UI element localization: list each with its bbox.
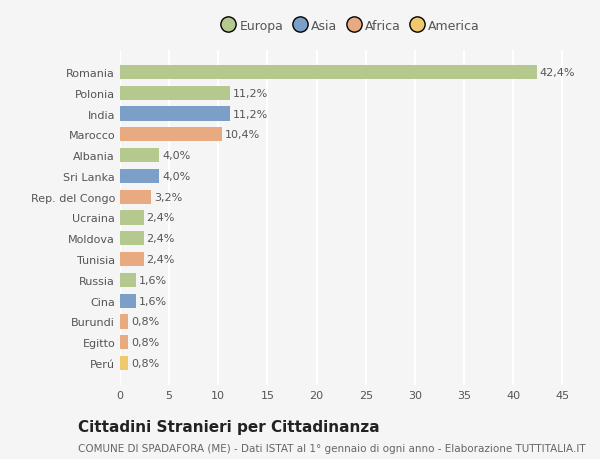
Bar [120,169,160,184]
Bar [120,336,128,350]
Text: 3,2%: 3,2% [154,192,182,202]
Bar [120,273,136,287]
Bar [120,149,160,163]
Text: 1,6%: 1,6% [139,275,167,285]
Bar [120,232,143,246]
Bar [120,211,143,225]
Text: 10,4%: 10,4% [225,130,260,140]
Text: COMUNE DI SPADAFORA (ME) - Dati ISTAT al 1° gennaio di ogni anno - Elaborazione : COMUNE DI SPADAFORA (ME) - Dati ISTAT al… [78,443,586,453]
Text: 0,8%: 0,8% [131,358,159,368]
Bar [120,66,537,80]
Text: 1,6%: 1,6% [139,296,167,306]
Text: 4,0%: 4,0% [162,151,191,161]
Text: 0,8%: 0,8% [131,337,159,347]
Text: 0,8%: 0,8% [131,317,159,327]
Text: 4,0%: 4,0% [162,172,191,181]
Text: 2,4%: 2,4% [146,234,175,244]
Legend: Europa, Asia, Africa, America: Europa, Asia, Africa, America [218,17,484,37]
Text: 2,4%: 2,4% [146,255,175,264]
Bar [120,190,151,204]
Bar [120,86,230,101]
Bar [120,356,128,370]
Text: 11,2%: 11,2% [233,109,268,119]
Bar [120,128,222,142]
Text: 2,4%: 2,4% [146,213,175,223]
Bar [120,294,136,308]
Bar [120,315,128,329]
Bar [120,107,230,121]
Text: 11,2%: 11,2% [233,89,268,99]
Text: Cittadini Stranieri per Cittadinanza: Cittadini Stranieri per Cittadinanza [78,419,380,434]
Text: 42,4%: 42,4% [540,68,575,78]
Bar [120,252,143,267]
